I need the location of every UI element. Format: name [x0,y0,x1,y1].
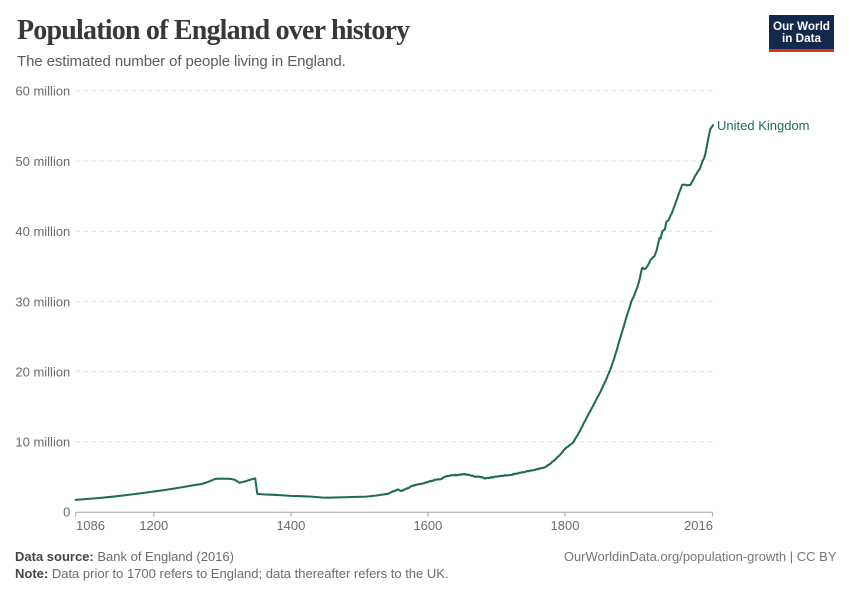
svg-text:30 million: 30 million [15,294,70,309]
svg-text:40 million: 40 million [15,224,70,239]
svg-text:1800: 1800 [551,518,580,533]
svg-text:10 million: 10 million [15,435,70,450]
svg-text:1200: 1200 [139,518,168,533]
svg-text:1086: 1086 [76,518,105,533]
svg-text:0: 0 [63,505,70,520]
svg-text:20 million: 20 million [15,364,70,379]
svg-text:1400: 1400 [276,518,305,533]
svg-text:50 million: 50 million [15,154,70,169]
svg-text:2016: 2016 [684,518,713,533]
svg-text:United Kingdom: United Kingdom [717,118,810,133]
svg-text:60 million: 60 million [15,84,70,99]
svg-text:1600: 1600 [413,518,442,533]
